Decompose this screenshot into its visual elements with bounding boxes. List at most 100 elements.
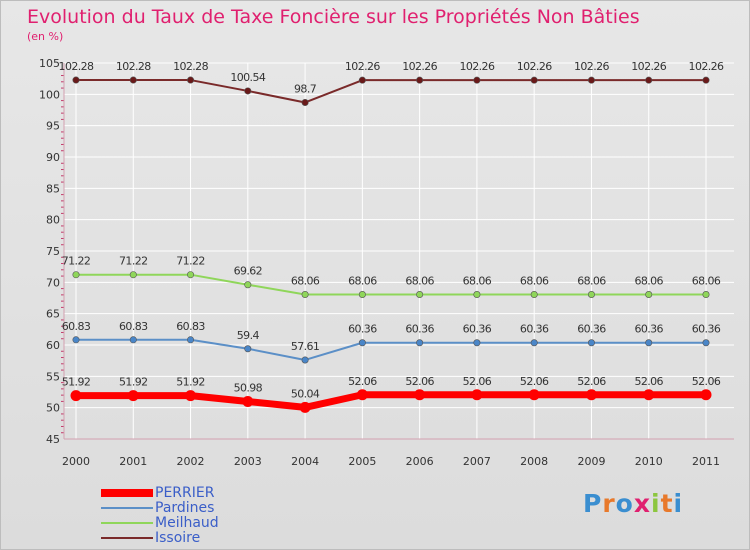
data-point-meilhaud (244, 281, 252, 289)
data-point-perrier (299, 401, 311, 413)
data-label-pardines: 60.83 (176, 320, 205, 333)
data-point-meilhaud (187, 271, 195, 279)
data-label-meilhaud: 68.06 (291, 274, 320, 287)
data-label-perrier: 51.92 (176, 376, 205, 389)
x-tick-label: 2004 (291, 455, 319, 468)
data-label-perrier: 52.06 (577, 375, 606, 388)
data-point-meilhaud (358, 290, 366, 298)
data-label-meilhaud: 68.06 (348, 274, 377, 287)
series-line-pardines (75, 338, 707, 361)
data-label-meilhaud: 71.22 (62, 255, 91, 268)
data-point-issoire (702, 76, 710, 84)
x-tick-label: 2008 (520, 455, 548, 468)
data-point-perrier (471, 389, 483, 401)
data-point-issoire (244, 87, 252, 95)
data-label-issoire: 102.28 (59, 60, 94, 73)
data-point-pardines (358, 339, 366, 347)
data-point-meilhaud (416, 290, 424, 298)
data-label-meilhaud: 68.06 (405, 274, 434, 287)
x-tick-label: 2001 (119, 455, 147, 468)
data-label-pardines: 60.83 (62, 320, 91, 333)
data-point-perrier (643, 389, 655, 401)
data-label-meilhaud: 68.06 (463, 274, 492, 287)
data-label-perrier: 51.92 (62, 376, 91, 389)
data-point-pardines (416, 339, 424, 347)
data-label-issoire: 102.26 (689, 60, 724, 73)
data-point-issoire (530, 76, 538, 84)
data-point-perrier (185, 390, 197, 402)
x-tick-label: 2003 (234, 455, 262, 468)
series-lines (70, 76, 712, 413)
y-tick-label: 60 (46, 339, 60, 352)
x-tick-label: 2010 (635, 455, 663, 468)
data-point-meilhaud (702, 290, 710, 298)
data-label-meilhaud: 71.22 (119, 255, 148, 268)
proxiti-logo: Proxiti (583, 489, 684, 518)
data-label-pardines: 60.36 (463, 323, 492, 336)
data-label-issoire: 102.26 (574, 60, 609, 73)
data-point-meilhaud (301, 290, 309, 298)
y-tick-label: 85 (46, 182, 60, 195)
data-point-pardines (301, 356, 309, 364)
unit-label: (en %) (27, 30, 64, 43)
data-point-meilhaud (530, 290, 538, 298)
data-label-meilhaud: 68.06 (520, 274, 549, 287)
x-tick-label: 2011 (692, 455, 720, 468)
data-label-meilhaud: 68.06 (692, 274, 721, 287)
x-tick-label: 2006 (406, 455, 434, 468)
y-tick-label: 45 (46, 433, 60, 446)
data-label-meilhaud: 69.62 (234, 265, 263, 278)
data-label-issoire: 102.28 (116, 60, 151, 73)
data-label-pardines: 60.36 (634, 323, 663, 336)
x-tick-label: 2000 (62, 455, 90, 468)
data-point-pardines (187, 336, 195, 344)
data-point-pardines (587, 339, 595, 347)
data-label-pardines: 59.4 (237, 329, 260, 342)
data-point-issoire (416, 76, 424, 84)
data-label-issoire: 102.26 (459, 60, 494, 73)
data-label-pardines: 57.61 (291, 340, 320, 353)
data-point-pardines (702, 339, 710, 347)
data-point-meilhaud (129, 271, 137, 279)
legend-label-1: Pardines (155, 500, 215, 516)
legend-swatch-1 (101, 507, 153, 509)
data-label-meilhaud: 68.06 (634, 274, 663, 287)
data-label-perrier: 52.06 (520, 375, 549, 388)
x-tick-label: 2005 (348, 455, 376, 468)
series-line-perrier (72, 391, 710, 411)
data-point-perrier (127, 390, 139, 402)
data-point-perrier (70, 390, 82, 402)
data-point-pardines (129, 336, 137, 344)
chart-title: Evolution du Taux de Taxe Foncière sur l… (27, 6, 640, 28)
data-label-pardines: 60.36 (348, 323, 377, 336)
data-label-perrier: 50.98 (234, 382, 263, 395)
legend-label-2: Meilhaud (155, 515, 219, 531)
data-labels: 102.28 102.28 102.28 100.54 98.7 102.26 102.26… (59, 60, 725, 400)
data-point-perrier (585, 389, 597, 401)
data-point-issoire (645, 76, 653, 84)
legend-label-0: PERRIER (155, 485, 215, 501)
series-line-issoire (75, 79, 707, 104)
y-tick-label: 95 (46, 120, 60, 133)
data-label-issoire: 102.26 (517, 60, 552, 73)
data-label-perrier: 52.06 (348, 375, 377, 388)
data-point-perrier (528, 389, 540, 401)
legend-label-3: Issoire (155, 530, 201, 546)
data-point-meilhaud (72, 271, 80, 279)
data-label-perrier: 52.06 (634, 375, 663, 388)
data-point-pardines (72, 336, 80, 344)
data-label-issoire: 102.26 (631, 60, 666, 73)
y-tick-label: 70 (46, 276, 60, 289)
legend-swatch-2 (101, 522, 153, 524)
data-point-issoire (187, 76, 195, 84)
axes: 45 50 55 60 65 70 75 80 85 90 95 100 105 2000 2001 2002… (39, 57, 734, 468)
data-point-issoire (72, 76, 80, 84)
y-tick-label: 65 (46, 308, 60, 321)
data-label-pardines: 60.36 (520, 323, 549, 336)
data-point-perrier (414, 389, 426, 401)
data-point-perrier (356, 389, 368, 401)
x-tick-label: 2009 (577, 455, 605, 468)
y-tick-label: 55 (46, 370, 60, 383)
data-label-meilhaud: 71.22 (176, 255, 205, 268)
